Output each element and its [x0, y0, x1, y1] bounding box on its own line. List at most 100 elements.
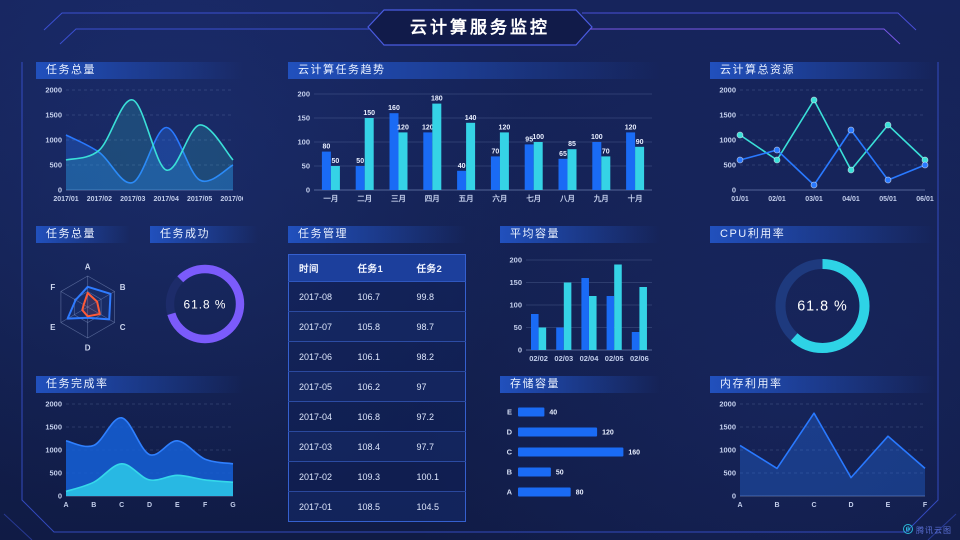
completion-rate-area-chart[interactable]: 0 500 1000 1500 2000 A B C D E F G [36, 394, 243, 510]
svg-text:2000: 2000 [719, 400, 736, 409]
svg-text:D: D [507, 428, 513, 437]
panel-title-avg-capacity: 平均容量 [500, 226, 660, 243]
cloud-resource-line-chart[interactable]: 0 500 1000 1500 2000 01/01 02/01 03/01 04/01 05/0… [710, 80, 935, 204]
table-cell: 97 [406, 371, 466, 402]
svg-text:120: 120 [422, 124, 434, 131]
task-trend-bar-chart[interactable]: 0501001502008050160120407095651001205015… [288, 80, 660, 204]
table-cell: 97.7 [406, 431, 466, 462]
svg-text:0: 0 [732, 186, 736, 195]
svg-text:03/01: 03/01 [805, 196, 823, 203]
svg-text:1500: 1500 [719, 423, 736, 432]
svg-text:61.8 %: 61.8 % [183, 298, 226, 312]
svg-text:F: F [203, 502, 208, 509]
svg-text:120: 120 [625, 124, 637, 131]
svg-text:02/05: 02/05 [605, 354, 624, 363]
task-table: 时间 任务1 任务2 2017-08 106.7 99.8 2017-07 105.8 9… [288, 254, 466, 522]
table-cell: 97.2 [406, 401, 466, 432]
svg-text:61.8 %: 61.8 % [797, 299, 848, 315]
table-row: 2017-03 108.4 97.7 [288, 431, 466, 462]
table-cell: 2017-06 [288, 341, 348, 372]
svg-text:50: 50 [556, 470, 564, 477]
svg-text:C: C [811, 502, 816, 509]
table-cell: 105.8 [347, 311, 407, 342]
panel-title-cloud-resource: 云计算总资源 [710, 62, 935, 79]
table-row: 2017-04 106.8 97.2 [288, 401, 466, 432]
svg-text:150: 150 [297, 114, 310, 123]
memory-usage-line-chart[interactable]: 0 500 1000 1500 2000 A B C D E F [710, 394, 935, 510]
table-cell: 2017-02 [288, 461, 348, 492]
svg-text:500: 500 [723, 469, 736, 478]
svg-text:七月: 七月 [526, 193, 541, 203]
table-row: 2017-01 108.5 104.5 [288, 491, 466, 522]
table-header-time: 时间 [288, 254, 348, 282]
svg-text:C: C [119, 502, 124, 509]
svg-text:120: 120 [397, 124, 409, 131]
svg-text:2017/02: 2017/02 [87, 196, 112, 203]
svg-text:80: 80 [576, 490, 584, 497]
svg-text:2000: 2000 [45, 86, 62, 95]
svg-text:0: 0 [732, 492, 736, 501]
svg-text:50: 50 [332, 158, 340, 165]
table-cell: 104.5 [406, 491, 466, 522]
table-cell: 98.7 [406, 311, 466, 342]
svg-text:50: 50 [514, 323, 522, 332]
svg-text:50: 50 [302, 162, 310, 171]
storage-capacity-hbar-chart[interactable]: E 40 D 120 C 160 B 50 A 80 [500, 394, 660, 506]
svg-text:E: E [175, 502, 180, 509]
svg-text:50: 50 [356, 158, 364, 165]
task-total-radar-chart[interactable]: A B C D E F [36, 246, 146, 364]
svg-text:D: D [85, 343, 91, 352]
svg-text:65: 65 [559, 151, 567, 158]
svg-text:500: 500 [723, 161, 736, 170]
svg-text:120: 120 [499, 124, 511, 131]
table-cell: 2017-05 [288, 371, 348, 402]
svg-text:D: D [147, 502, 152, 509]
task-success-donut-chart[interactable]: 61.8 % [152, 248, 258, 360]
svg-text:90: 90 [636, 139, 644, 146]
svg-text:A: A [507, 488, 513, 497]
tencent-cloud-logo-icon [903, 524, 913, 536]
avg-capacity-bar-chart[interactable]: 0 50 100 150 200 02/02 02/03 02/04 02/05 02/06 [500, 246, 660, 364]
svg-text:02/03: 02/03 [554, 354, 573, 363]
svg-text:A: A [63, 502, 68, 509]
cpu-usage-donut-chart[interactable]: 61.8 % [710, 246, 935, 366]
table-cell: 109.3 [347, 461, 407, 492]
panel-title-task-trend: 云计算任务趋势 [288, 62, 660, 79]
svg-text:一月: 一月 [323, 194, 338, 203]
svg-text:八月: 八月 [559, 194, 575, 203]
svg-text:0: 0 [58, 186, 62, 195]
svg-text:2017/06: 2017/06 [220, 196, 243, 203]
svg-text:B: B [91, 502, 96, 509]
svg-text:E: E [50, 323, 56, 332]
svg-text:140: 140 [465, 115, 477, 122]
svg-text:十月: 十月 [628, 193, 643, 203]
table-cell: 100.1 [406, 461, 466, 492]
panel-title-task-total: 任务总量 [36, 62, 243, 79]
svg-text:1000: 1000 [719, 136, 736, 145]
svg-text:06/01: 06/01 [916, 196, 934, 203]
svg-text:二月: 二月 [357, 194, 372, 203]
svg-text:D: D [848, 502, 853, 509]
svg-text:B: B [120, 283, 126, 292]
svg-text:100: 100 [297, 138, 310, 147]
table-row: 2017-06 106.1 98.2 [288, 341, 466, 372]
svg-text:A: A [85, 263, 91, 272]
table-cell: 98.2 [406, 341, 466, 372]
svg-text:C: C [120, 323, 126, 332]
task-total-line-chart[interactable]: 0 500 1000 1500 2000 2017/01 2017/02 2017/03 201… [36, 80, 243, 204]
svg-text:70: 70 [602, 148, 610, 155]
svg-text:1000: 1000 [45, 446, 62, 455]
svg-text:95: 95 [525, 136, 533, 143]
svg-text:2000: 2000 [719, 86, 736, 95]
svg-text:2017/04: 2017/04 [154, 196, 179, 203]
svg-text:40: 40 [458, 163, 466, 170]
svg-text:180: 180 [431, 96, 443, 103]
svg-text:E: E [886, 502, 891, 509]
table-row: 2017-07 105.8 98.7 [288, 311, 466, 342]
table-body: 2017-08 106.7 99.8 2017-07 105.8 98.7 2017-06 1… [288, 281, 466, 522]
svg-text:0: 0 [518, 346, 522, 355]
svg-text:A: A [737, 502, 742, 509]
svg-text:100: 100 [532, 134, 544, 141]
svg-text:F: F [923, 502, 928, 509]
svg-text:1500: 1500 [45, 111, 62, 120]
